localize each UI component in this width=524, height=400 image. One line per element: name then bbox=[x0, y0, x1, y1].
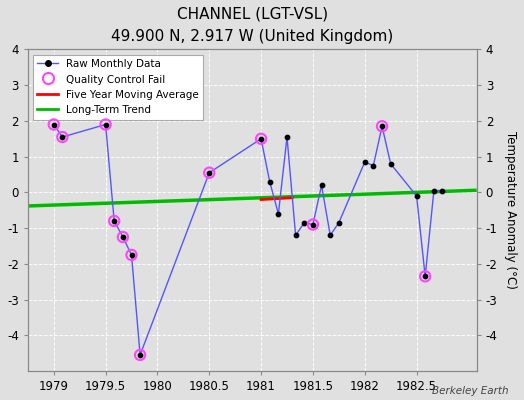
Point bbox=[257, 136, 265, 142]
Point bbox=[291, 232, 300, 238]
Point bbox=[50, 121, 58, 128]
Point bbox=[266, 178, 274, 185]
Point bbox=[136, 352, 144, 358]
Point bbox=[205, 170, 213, 176]
Text: Berkeley Earth: Berkeley Earth bbox=[432, 386, 508, 396]
Point bbox=[378, 123, 386, 130]
Point bbox=[119, 234, 127, 240]
Point bbox=[136, 352, 144, 358]
Point bbox=[335, 220, 343, 226]
Point bbox=[102, 121, 110, 128]
Point bbox=[361, 159, 369, 165]
Point bbox=[421, 273, 429, 280]
Point bbox=[283, 134, 291, 140]
Point bbox=[50, 121, 58, 128]
Point bbox=[430, 188, 438, 194]
Point bbox=[127, 252, 136, 258]
Point bbox=[387, 161, 395, 167]
Point bbox=[102, 121, 110, 128]
Point bbox=[205, 170, 213, 176]
Point bbox=[369, 162, 378, 169]
Point bbox=[309, 221, 317, 228]
Legend: Raw Monthly Data, Quality Control Fail, Five Year Moving Average, Long-Term Tren: Raw Monthly Data, Quality Control Fail, … bbox=[33, 55, 203, 120]
Point bbox=[58, 134, 67, 140]
Point bbox=[110, 218, 118, 224]
Point bbox=[110, 218, 118, 224]
Point bbox=[127, 252, 136, 258]
Title: CHANNEL (LGT-VSL)
49.900 N, 2.917 W (United Kingdom): CHANNEL (LGT-VSL) 49.900 N, 2.917 W (Uni… bbox=[111, 7, 394, 44]
Point bbox=[309, 221, 317, 228]
Point bbox=[58, 134, 67, 140]
Y-axis label: Temperature Anomaly (°C): Temperature Anomaly (°C) bbox=[504, 131, 517, 289]
Point bbox=[257, 136, 265, 142]
Point bbox=[421, 273, 429, 280]
Point bbox=[300, 220, 309, 226]
Point bbox=[274, 211, 282, 217]
Point bbox=[318, 182, 326, 188]
Point bbox=[412, 193, 421, 199]
Point bbox=[326, 232, 334, 238]
Point bbox=[438, 188, 446, 194]
Point bbox=[119, 234, 127, 240]
Point bbox=[378, 123, 386, 130]
